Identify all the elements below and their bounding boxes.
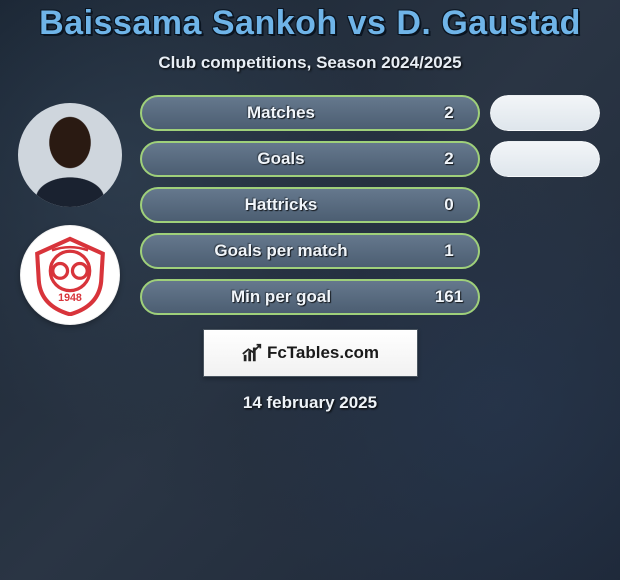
stat-row: Hattricks0 xyxy=(140,187,600,223)
stat-pill-right xyxy=(490,95,600,131)
stat-pill-left: Matches2 xyxy=(140,95,480,131)
stat-pill-right xyxy=(490,141,600,177)
club-crest-icon: 1948 xyxy=(29,234,111,316)
svg-text:1948: 1948 xyxy=(58,292,82,304)
stats-area: 1948 Matches2Goals2Hattricks0Goals per m… xyxy=(0,95,620,315)
fctables-logo[interactable]: FcTables.com xyxy=(203,329,418,377)
stat-pill-right-bg xyxy=(490,95,600,131)
stats-rows: Matches2Goals2Hattricks0Goals per match1… xyxy=(140,95,600,315)
stat-value-left: 2 xyxy=(420,103,478,123)
stat-label: Matches xyxy=(142,103,420,123)
stat-row: Goals2 xyxy=(140,141,600,177)
stat-value-left: 2 xyxy=(420,149,478,169)
stat-row: Min per goal161 xyxy=(140,279,600,315)
stat-row: Goals per match1 xyxy=(140,233,600,269)
stat-label: Goals xyxy=(142,149,420,169)
player-avatar xyxy=(18,103,122,207)
stat-pill-left: Goals per match1 xyxy=(140,233,480,269)
subtitle: Club competitions, Season 2024/2025 xyxy=(0,53,620,73)
avatar-column: 1948 xyxy=(10,95,130,343)
stat-pill-left: Min per goal161 xyxy=(140,279,480,315)
club-logo: 1948 xyxy=(20,225,120,325)
content-root: Baissama Sankoh vs D. Gaustad Club compe… xyxy=(0,0,620,580)
stat-pill-right-bg xyxy=(490,141,600,177)
page-title: Baissama Sankoh vs D. Gaustad xyxy=(0,4,620,43)
stat-label: Goals per match xyxy=(142,241,420,261)
stat-label: Hattricks xyxy=(142,195,420,215)
stat-value-left: 0 xyxy=(420,195,478,215)
date-label: 14 february 2025 xyxy=(0,393,620,413)
stat-pill-left: Goals2 xyxy=(140,141,480,177)
stat-value-left: 161 xyxy=(420,287,478,307)
stat-label: Min per goal xyxy=(142,287,420,307)
stat-value-left: 1 xyxy=(420,241,478,261)
stat-row: Matches2 xyxy=(140,95,600,131)
fctables-label: FcTables.com xyxy=(267,343,379,363)
stat-pill-left: Hattricks0 xyxy=(140,187,480,223)
chart-icon xyxy=(241,342,263,364)
